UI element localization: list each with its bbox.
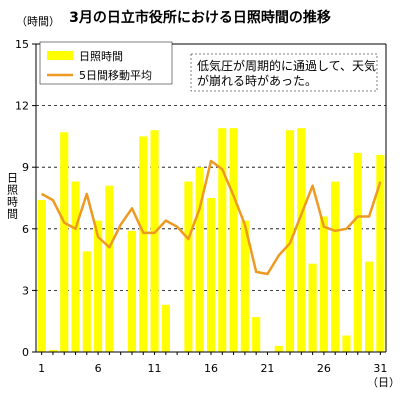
bar	[150, 130, 159, 352]
y-axis-unit: （時間）	[16, 15, 60, 28]
bar	[48, 349, 57, 352]
y-tick-label: 6	[22, 223, 29, 236]
x-tick-label: 16	[204, 362, 218, 375]
bar	[240, 220, 249, 352]
y-axis-label: 日照時間	[6, 172, 19, 220]
bar	[139, 136, 148, 352]
x-tick-label: 6	[95, 362, 102, 375]
bar	[365, 261, 374, 352]
moving-average-line	[40, 159, 382, 276]
y-tick-label: 12	[15, 100, 29, 113]
y-tick-label: 0	[22, 346, 29, 359]
bar	[60, 132, 69, 352]
bar	[376, 154, 385, 352]
bar	[342, 335, 351, 352]
bar-layer	[37, 128, 385, 352]
bar	[331, 181, 340, 352]
x-tick-label: 26	[317, 362, 331, 375]
bar	[274, 345, 283, 352]
x-axis-unit: （日）	[367, 376, 400, 389]
bar	[94, 220, 103, 352]
bar	[308, 263, 317, 352]
annotation: 低気圧が周期的に通過して、天気 が崩れる時があった。	[190, 53, 378, 92]
bar	[297, 128, 306, 352]
bar	[319, 216, 328, 352]
annotation-line-1: 低気圧が周期的に通過して、天気	[197, 58, 376, 73]
annotation-line-2: が崩れる時があった。	[197, 73, 317, 88]
bar	[105, 185, 114, 352]
bar	[218, 128, 227, 352]
bar	[195, 167, 204, 352]
bar	[127, 230, 137, 352]
legend: 日照時間 5日間移動平均	[39, 41, 173, 85]
x-tick-label: 11	[148, 362, 162, 375]
bar	[229, 128, 238, 352]
legend-line-label: 5日間移動平均	[79, 68, 152, 82]
bar	[82, 251, 91, 352]
bar	[161, 304, 170, 352]
chart-title: 3月の日立市役所における日照時間の推移	[69, 9, 331, 26]
bar	[71, 181, 80, 352]
x-tick-label: 21	[260, 362, 274, 375]
y-tick-label: 9	[22, 161, 29, 174]
y-tick-label: 3	[22, 284, 29, 297]
legend-bar-label: 日照時間	[79, 50, 123, 63]
bar	[206, 198, 216, 352]
annotation-box	[190, 53, 378, 92]
bar	[37, 200, 46, 352]
line-layer	[40, 159, 382, 276]
legend-bar-swatch	[47, 51, 73, 60]
y-tick-label: 15	[15, 38, 29, 51]
bar	[353, 152, 362, 352]
x-tick-label: 31	[373, 362, 387, 375]
legend-box	[39, 41, 173, 85]
bar	[184, 181, 193, 352]
x-tick-label: 1	[38, 362, 45, 375]
bar	[252, 317, 261, 352]
